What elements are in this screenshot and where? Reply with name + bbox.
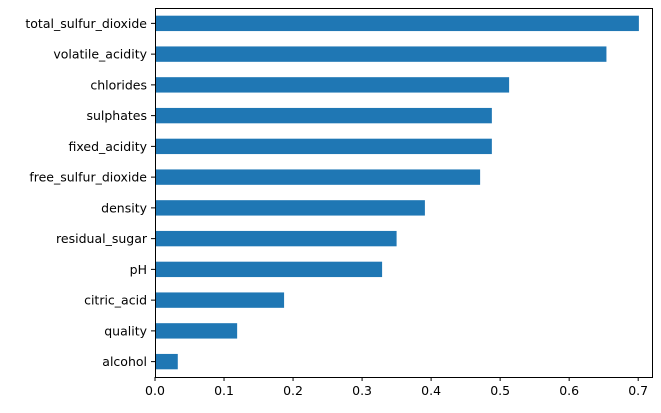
y-axis-ticks: total_sulfur_dioxide volatile_aciditychlo… (25, 16, 155, 369)
bar-fixed_acidity (155, 138, 492, 155)
bar-total_sulfur_dioxide (155, 15, 639, 32)
bar-sulphates (155, 107, 492, 124)
y-tick-label: density (101, 200, 147, 215)
x-tick-label: 0.5 (490, 383, 510, 398)
y-tick-label: pH (130, 262, 147, 277)
bar-density (155, 200, 425, 216)
y-tick-label: total_sulfur_dioxide (25, 16, 147, 31)
bar-volatile_acidity (155, 46, 607, 62)
y-tick-label: alcohol (102, 354, 147, 369)
bar-citric_acid (155, 292, 285, 308)
x-tick-label: 0.2 (283, 383, 303, 398)
x-tick-label: 0.0 (145, 383, 165, 398)
x-tick-label: 0.3 (352, 383, 372, 398)
y-tick-label: free_sulfur_dioxide (29, 170, 147, 185)
bar-alcohol (155, 353, 178, 370)
bar-chlorides (155, 77, 510, 93)
x-axis-ticks: 0.0 0.1 0.2 0.3 0.4 0.5 0.6 0.7 (145, 377, 648, 398)
y-tick-label: citric_acid (84, 293, 147, 308)
bar-residual_sugar (155, 230, 397, 247)
x-tick-label: 0.7 (628, 383, 648, 398)
bar-quality (155, 323, 238, 339)
bar-pH (155, 261, 383, 278)
bars-group (155, 15, 639, 370)
plot-frame (155, 8, 653, 378)
y-tick-label: volatile_acidity (53, 47, 147, 62)
x-tick-label: 0.1 (214, 383, 234, 398)
y-tick-label: fixed_acidity (69, 139, 148, 154)
x-tick-label: 0.6 (559, 383, 579, 398)
y-tick-label: residual_sugar (56, 231, 148, 246)
bar-free_sulfur_dioxide (155, 169, 481, 185)
y-tick-label: chlorides (90, 77, 147, 92)
y-tick-label: sulphates (86, 108, 147, 123)
x-tick-label: 0.4 (421, 383, 441, 398)
y-tick-label: quality (104, 323, 147, 338)
